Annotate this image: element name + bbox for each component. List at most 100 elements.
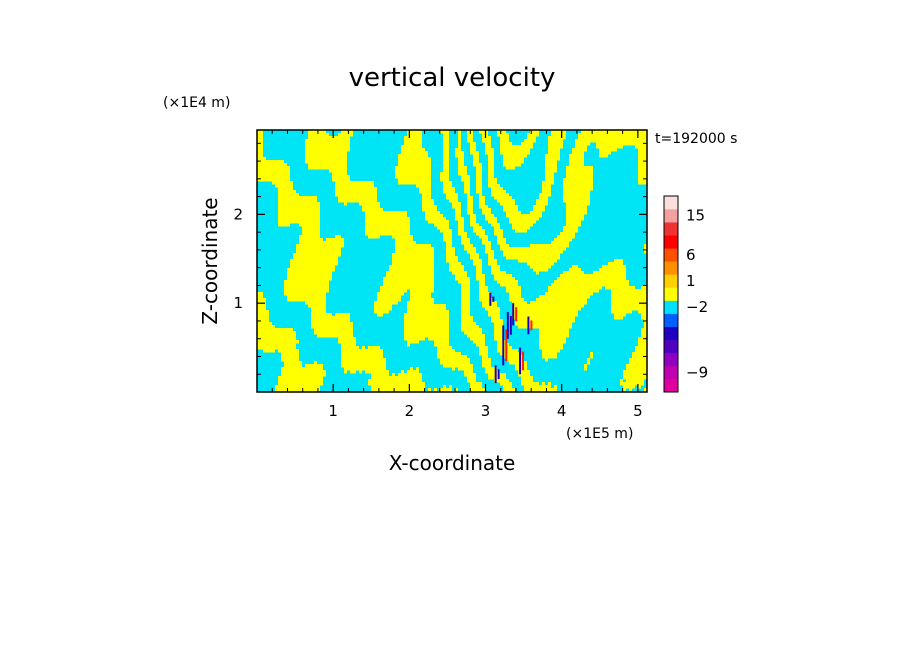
positive-velocity-band: [563, 226, 578, 230]
positive-velocity-band: [407, 370, 419, 374]
positive-velocity-band: [422, 199, 434, 203]
positive-velocity-band: [437, 352, 461, 356]
positive-velocity-band: [488, 169, 494, 173]
positive-velocity-band: [278, 217, 320, 221]
positive-velocity-band: [548, 136, 566, 140]
positive-velocity-band: [494, 226, 500, 230]
positive-velocity-band: [257, 154, 263, 158]
positive-velocity-band: [548, 151, 560, 155]
strong-downdraft: [502, 325, 505, 366]
positive-velocity-band: [278, 220, 320, 224]
positive-velocity-band: [515, 229, 527, 233]
positive-velocity-band: [494, 337, 503, 341]
positive-velocity-band: [365, 232, 410, 236]
positive-velocity-band: [374, 310, 389, 314]
positive-velocity-band: [539, 193, 551, 197]
positive-velocity-band: [395, 166, 431, 170]
positive-velocity-band: [566, 214, 584, 218]
positive-velocity-band: [503, 250, 563, 254]
positive-velocity-band: [332, 172, 347, 176]
positive-velocity-band: [464, 187, 470, 191]
positive-velocity-band: [494, 229, 503, 233]
positive-velocity-band: [554, 280, 629, 284]
positive-velocity-band: [257, 313, 269, 317]
positive-velocity-band: [560, 232, 575, 236]
positive-velocity-band: [545, 175, 554, 179]
positive-velocity-band: [287, 277, 332, 281]
positive-velocity-band: [455, 388, 458, 392]
positive-velocity-band: [443, 160, 449, 164]
positive-velocity-band: [422, 202, 434, 206]
positive-velocity-band: [476, 265, 482, 269]
positive-velocity-band: [434, 223, 449, 227]
positive-velocity-band: [410, 295, 431, 299]
positive-velocity-band: [257, 346, 296, 350]
positive-velocity-band: [341, 364, 386, 368]
positive-velocity-band: [491, 265, 500, 269]
positive-velocity-band: [311, 319, 350, 323]
positive-velocity-band: [404, 316, 449, 320]
positive-velocity-band: [512, 313, 578, 317]
positive-velocity-band: [392, 235, 413, 239]
positive-velocity-band: [545, 160, 557, 164]
positive-velocity-band: [467, 376, 476, 380]
positive-velocity-band: [308, 130, 326, 134]
positive-velocity-band: [335, 187, 377, 191]
positive-velocity-band: [443, 166, 449, 170]
positive-velocity-band: [377, 295, 401, 299]
positive-velocity-band: [635, 346, 647, 350]
positive-velocity-band: [542, 355, 557, 359]
positive-velocity-band: [449, 268, 464, 272]
positive-velocity-band: [482, 361, 491, 365]
positive-velocity-band: [473, 259, 482, 263]
positive-velocity-band: [257, 307, 266, 311]
positive-velocity-band: [335, 313, 350, 317]
positive-velocity-band: [458, 142, 461, 146]
positive-velocity-band: [257, 151, 263, 155]
positive-velocity-band: [548, 382, 551, 386]
positive-velocity-band: [500, 283, 518, 287]
positive-velocity-band: [563, 199, 590, 203]
positive-velocity-band: [641, 316, 647, 320]
positive-velocity-band: [503, 154, 527, 158]
positive-velocity-band: [302, 229, 320, 233]
positive-velocity-band: [641, 313, 647, 317]
positive-velocity-band: [506, 358, 524, 362]
positive-velocity-band: [638, 169, 647, 173]
positive-velocity-band: [476, 178, 482, 182]
positive-velocity-band: [599, 268, 626, 272]
positive-velocity-band: [566, 166, 593, 170]
positive-velocity-band: [644, 325, 647, 329]
positive-velocity-band: [473, 262, 482, 266]
positive-velocity-band: [575, 145, 587, 149]
strong-downdraft: [489, 292, 492, 306]
positive-velocity-band: [485, 217, 497, 221]
positive-velocity-band: [473, 160, 479, 164]
positive-velocity-band: [539, 343, 563, 347]
positive-velocity-band: [494, 322, 503, 326]
positive-velocity-band: [536, 202, 548, 206]
positive-velocity-band: [476, 190, 482, 194]
positive-velocity-band: [278, 211, 320, 215]
positive-velocity-band: [494, 331, 503, 335]
positive-velocity-band: [518, 373, 530, 377]
positive-velocity-band: [500, 382, 512, 386]
positive-velocity-band: [344, 367, 386, 371]
positive-velocity-band: [275, 184, 293, 188]
positive-velocity-band: [611, 310, 632, 314]
positive-velocity-band: [563, 271, 584, 275]
positive-velocity-band: [488, 313, 500, 317]
positive-velocity-band: [362, 205, 380, 209]
positive-velocity-band: [515, 319, 575, 323]
positive-velocity-band: [308, 166, 347, 170]
positive-velocity-band: [455, 274, 467, 278]
positive-velocity-band: [461, 310, 470, 314]
positive-velocity-band: [497, 349, 518, 353]
positive-velocity-band: [383, 280, 434, 284]
positive-velocity-band: [488, 154, 494, 158]
positive-velocity-band: [284, 283, 329, 287]
positive-velocity-band: [473, 157, 479, 161]
positive-velocity-band: [461, 238, 470, 242]
positive-velocity-band: [491, 319, 503, 323]
positive-velocity-band: [470, 256, 479, 260]
